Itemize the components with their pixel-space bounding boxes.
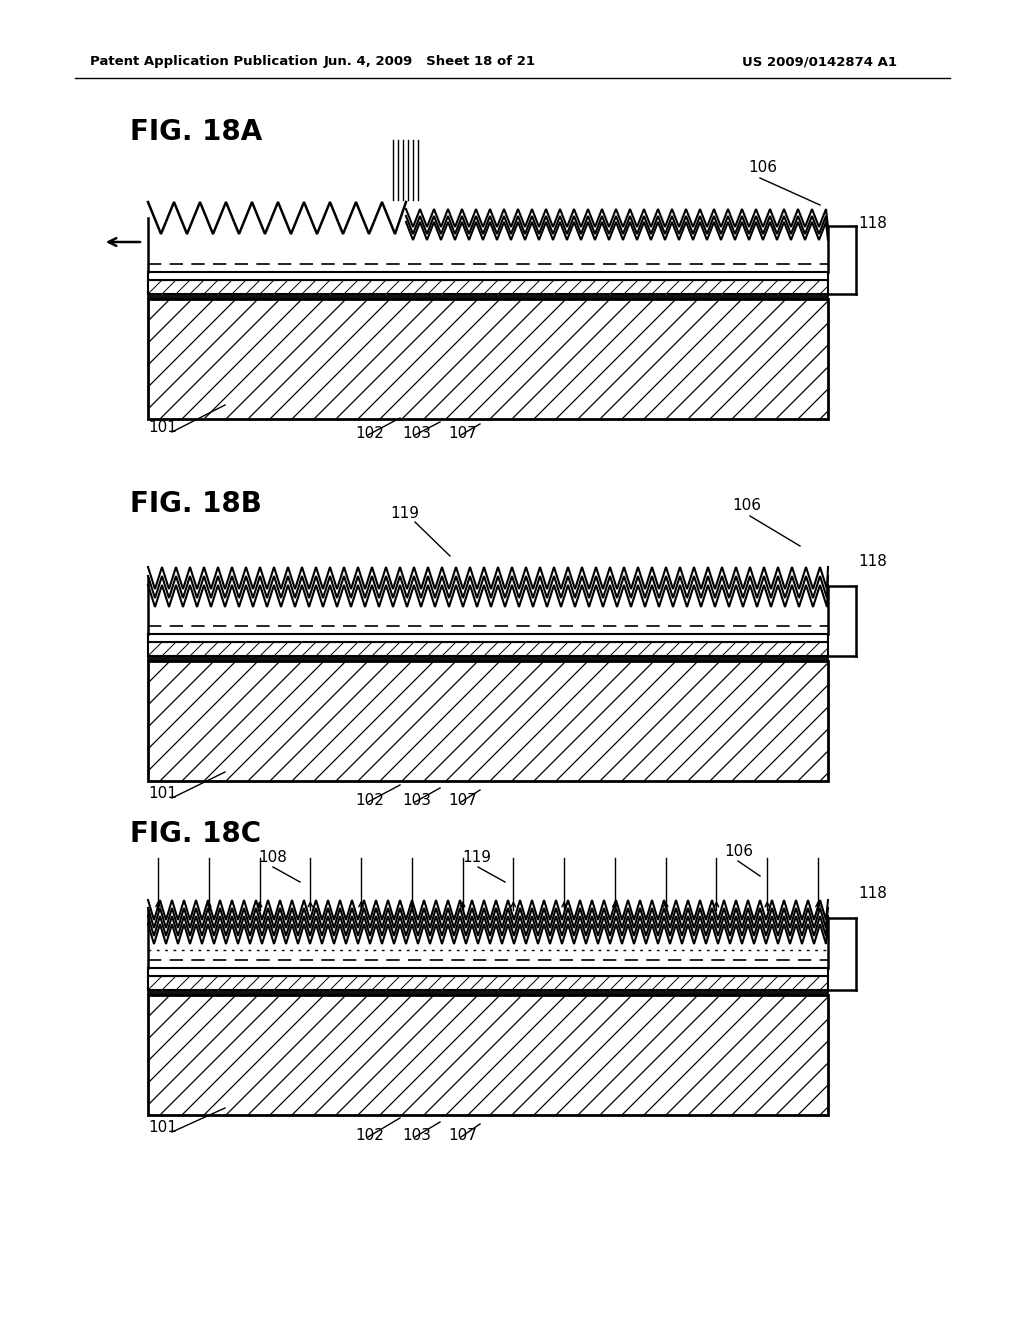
Text: 106: 106 <box>724 843 753 859</box>
Bar <box>148 990 828 995</box>
Text: 106: 106 <box>748 160 777 176</box>
Text: FIG. 18B: FIG. 18B <box>130 490 262 517</box>
Bar <box>148 300 828 418</box>
Text: 118: 118 <box>858 886 887 902</box>
Bar <box>148 975 828 990</box>
Text: 101: 101 <box>148 1119 177 1135</box>
Text: 107: 107 <box>449 1129 477 1143</box>
Text: 102: 102 <box>355 426 384 441</box>
Text: 103: 103 <box>402 1129 431 1143</box>
Text: Patent Application Publication: Patent Application Publication <box>90 55 317 69</box>
Text: Jun. 4, 2009   Sheet 18 of 21: Jun. 4, 2009 Sheet 18 of 21 <box>324 55 536 69</box>
Text: US 2009/0142874 A1: US 2009/0142874 A1 <box>742 55 897 69</box>
Text: 106: 106 <box>732 498 761 513</box>
Text: 107: 107 <box>449 426 477 441</box>
Text: FIG. 18C: FIG. 18C <box>130 820 261 847</box>
Text: 102: 102 <box>355 1129 384 1143</box>
Bar <box>148 294 828 300</box>
Text: 107: 107 <box>449 793 477 808</box>
Bar <box>148 661 828 781</box>
Text: 103: 103 <box>402 793 431 808</box>
Text: 118: 118 <box>858 554 887 569</box>
Text: FIG. 18A: FIG. 18A <box>130 117 262 147</box>
Text: 101: 101 <box>148 420 177 436</box>
Text: 103: 103 <box>402 426 431 441</box>
Text: 118: 118 <box>858 216 887 231</box>
Text: 102: 102 <box>355 793 384 808</box>
Bar <box>148 634 828 642</box>
Text: 119: 119 <box>462 850 490 865</box>
Bar <box>148 656 828 661</box>
Text: 119: 119 <box>390 506 419 521</box>
Text: 108: 108 <box>258 850 287 865</box>
Bar <box>148 280 828 294</box>
Bar <box>148 272 828 280</box>
Bar <box>148 968 828 975</box>
Bar <box>148 642 828 656</box>
Bar <box>148 995 828 1115</box>
Text: 101: 101 <box>148 785 177 801</box>
